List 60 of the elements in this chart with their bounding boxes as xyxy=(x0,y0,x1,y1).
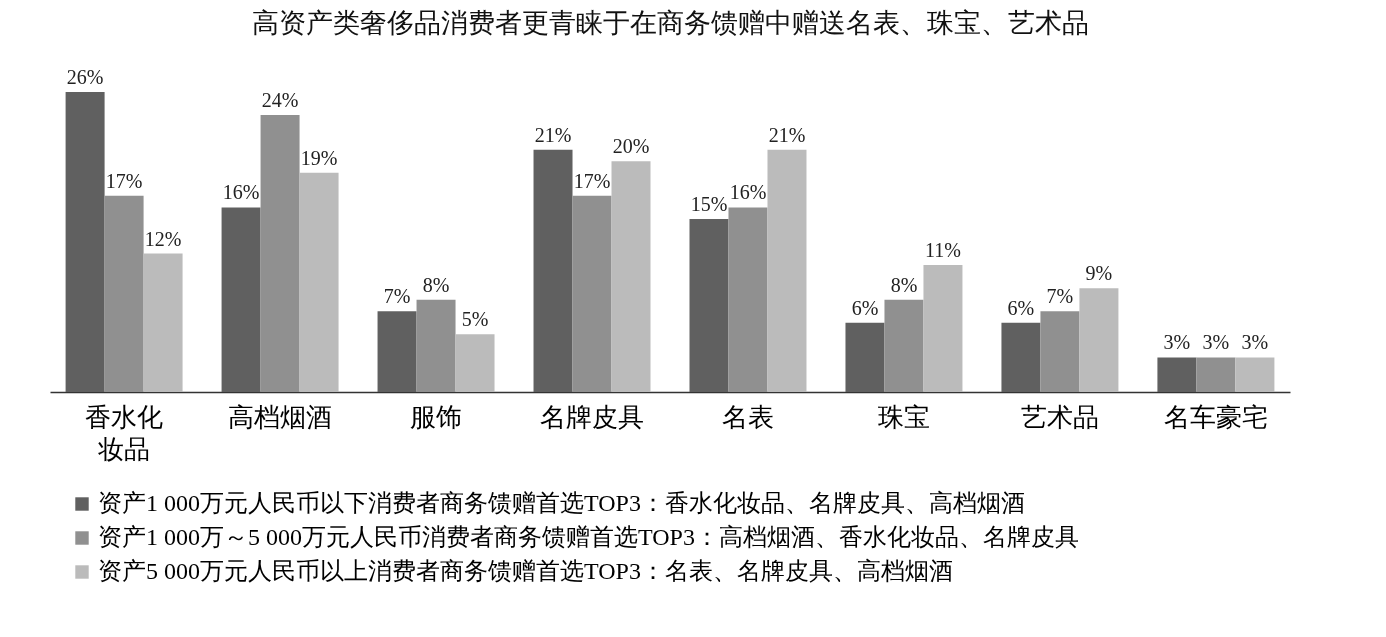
legend-label: 资产1 000万元人民币以下消费者商务馈赠首选TOP3：香水化妆品、名牌皮具、高档烟酒 xyxy=(98,490,1025,516)
bar xyxy=(533,149,573,392)
data-label: 19% xyxy=(300,146,338,169)
bar xyxy=(1040,311,1080,392)
bar xyxy=(143,253,183,392)
data-label: 17% xyxy=(105,169,143,192)
bar xyxy=(416,299,456,392)
x-tick-label: 艺术品 xyxy=(1020,402,1099,432)
bar xyxy=(221,207,261,392)
bar xyxy=(572,195,612,392)
bar xyxy=(1235,357,1275,392)
bar xyxy=(1196,357,1236,392)
data-label: 8% xyxy=(422,273,450,296)
data-label: 3% xyxy=(1241,331,1269,354)
data-label: 20% xyxy=(612,135,650,158)
data-label: 16% xyxy=(729,181,767,204)
data-label: 7% xyxy=(383,285,411,308)
data-label: 21% xyxy=(768,123,806,146)
data-label: 16% xyxy=(222,181,260,204)
data-label: 26% xyxy=(66,66,104,88)
bar xyxy=(767,149,807,392)
data-label: 6% xyxy=(1007,296,1035,319)
data-label: 3% xyxy=(1163,331,1191,354)
bar xyxy=(845,322,885,392)
data-label: 15% xyxy=(690,192,728,215)
data-label: 11% xyxy=(925,239,961,262)
bar xyxy=(65,92,105,392)
bar xyxy=(299,172,339,392)
legend-label: 资产1 000万～5 000万元人民币消费者商务馈赠首选TOP3：高档烟酒、香水化妆品、名牌皮具 xyxy=(98,524,1079,550)
bar xyxy=(1001,322,1041,392)
bar xyxy=(884,299,924,392)
x-tick-label: 香水化妆品 xyxy=(85,402,164,464)
legend-label: 资产5 000万元人民币以上消费者商务馈赠首选TOP3：名表、名牌皮具、高档烟酒 xyxy=(98,558,953,584)
bar xyxy=(611,161,651,392)
bar xyxy=(260,115,300,392)
data-label: 24% xyxy=(261,89,299,112)
x-tick-label: 高档烟酒 xyxy=(228,402,333,432)
bar xyxy=(1157,357,1197,392)
bar xyxy=(377,311,417,392)
data-label: 12% xyxy=(144,227,182,250)
data-label: 17% xyxy=(573,169,611,192)
data-label: 9% xyxy=(1085,262,1113,285)
bar xyxy=(455,334,495,392)
data-label: 7% xyxy=(1046,285,1074,308)
x-tick-label: 名牌皮具 xyxy=(540,402,645,432)
bar xyxy=(923,265,963,392)
bar xyxy=(728,207,768,392)
data-label: 6% xyxy=(851,296,879,319)
x-tick-label: 名表 xyxy=(721,402,774,432)
x-tick-label: 服饰 xyxy=(410,402,463,432)
bar xyxy=(1079,288,1119,392)
x-tick-label: 名车豪宅 xyxy=(1163,402,1268,432)
x-tick-label: 珠宝 xyxy=(877,402,930,432)
chart-title: 高资产类奢侈品消费者更青睐于在商务馈赠中赠送名表、珠宝、艺术品 xyxy=(251,8,1089,38)
bar xyxy=(689,218,729,392)
data-label: 5% xyxy=(461,308,489,331)
data-label: 3% xyxy=(1202,331,1230,354)
bar xyxy=(104,195,144,392)
data-label: 21% xyxy=(534,123,572,146)
data-label: 8% xyxy=(890,273,918,296)
